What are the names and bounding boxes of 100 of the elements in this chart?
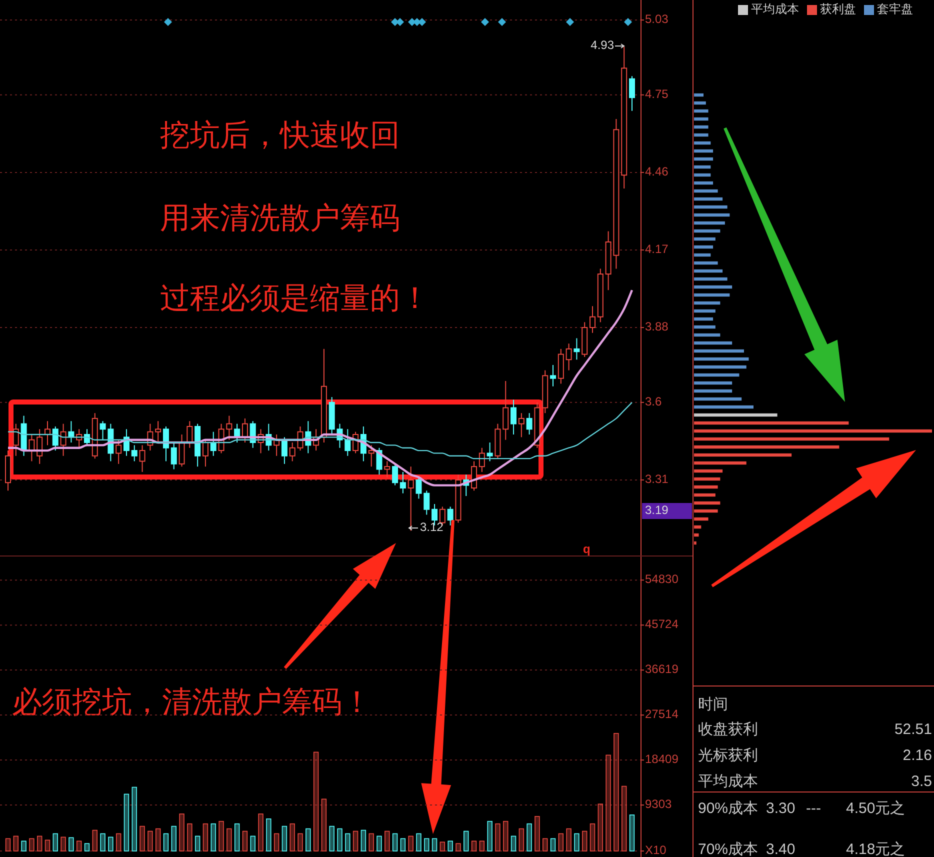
bar [694, 333, 720, 337]
bar [694, 429, 932, 433]
bar [313, 752, 319, 852]
bar [534, 816, 540, 852]
candlestick [155, 420, 162, 444]
bar [36, 836, 42, 852]
bar [116, 833, 122, 852]
bar [329, 826, 334, 852]
bar [694, 533, 699, 537]
y-tick-label: 4.75 [645, 87, 669, 102]
bar [694, 93, 704, 97]
candlestick [471, 460, 478, 492]
bar [622, 786, 627, 852]
text: 70%成本 [698, 840, 758, 857]
bar [456, 843, 461, 852]
annotation: 4.93 [590, 38, 614, 52]
bar [384, 830, 390, 852]
bar [5, 838, 11, 852]
candlestick [116, 439, 122, 464]
bar [298, 833, 303, 852]
bar [140, 826, 145, 852]
bar [694, 405, 754, 409]
annotation: 挖坑后，快速收回 [160, 119, 400, 152]
bar [694, 453, 792, 457]
bar [432, 838, 438, 852]
candlestick [590, 306, 596, 334]
bar [694, 365, 746, 369]
bar [566, 828, 572, 852]
bar [694, 109, 708, 113]
bar [226, 828, 232, 852]
bar [694, 253, 711, 257]
bar [694, 349, 744, 353]
text: 3.5 [911, 772, 932, 790]
candlestick [447, 506, 454, 526]
bar [440, 842, 446, 852]
bar [694, 421, 849, 425]
candlestick [344, 428, 351, 456]
bar [306, 828, 311, 852]
bar [76, 840, 82, 852]
y-tick-label: 4.46 [645, 164, 669, 179]
candlestick [368, 444, 374, 468]
bar [408, 836, 414, 852]
bar [694, 397, 742, 401]
y-tick-label: 9303 [645, 797, 672, 812]
candlestick [478, 447, 485, 472]
bar [100, 833, 106, 852]
candlestick [526, 412, 532, 435]
text: 3.40 [766, 840, 796, 857]
text: 4.50元之 [846, 800, 906, 817]
bar [694, 125, 708, 129]
candlestick [574, 338, 580, 360]
bar [13, 836, 18, 852]
bar [518, 828, 524, 852]
bar [694, 277, 728, 281]
bar [68, 837, 74, 852]
bar [132, 786, 137, 852]
y-tick-label: 18409 [645, 752, 679, 766]
bar [598, 804, 604, 852]
text: 4.18元之 [846, 840, 906, 857]
bar [84, 843, 90, 852]
bar [694, 141, 711, 145]
bar [376, 836, 382, 852]
candlestick [510, 399, 517, 435]
bar [694, 309, 716, 313]
bar [392, 833, 398, 852]
bar [694, 437, 890, 441]
bar [266, 818, 272, 852]
bar [574, 833, 580, 852]
bar [590, 823, 596, 852]
candlestick [162, 426, 169, 462]
bar [694, 157, 714, 161]
candlestick [400, 471, 406, 494]
bar [694, 525, 702, 529]
candlestick [384, 460, 390, 478]
bar [694, 509, 718, 513]
bar [108, 836, 114, 852]
bar [360, 830, 366, 852]
candlestick [36, 428, 43, 464]
bar [479, 840, 485, 852]
bar [282, 826, 288, 852]
candlestick [629, 76, 635, 112]
bar [424, 838, 430, 852]
bar [471, 840, 477, 852]
text: 2.16 [902, 746, 932, 764]
bar [179, 814, 184, 852]
bar [694, 133, 708, 137]
bar [694, 445, 840, 449]
bar [171, 826, 176, 852]
bar [694, 165, 711, 169]
candlestick [289, 442, 296, 462]
bar [60, 836, 66, 852]
bar [242, 830, 248, 852]
y-tick-label: 36619 [645, 662, 679, 676]
text: 光标获利 [698, 746, 758, 764]
bar [694, 373, 740, 377]
bar [694, 173, 711, 177]
text: 平均成本 [698, 772, 758, 790]
candlestick [486, 442, 493, 462]
y-tick-label: 3.31 [645, 472, 669, 486]
candlestick [210, 431, 216, 456]
